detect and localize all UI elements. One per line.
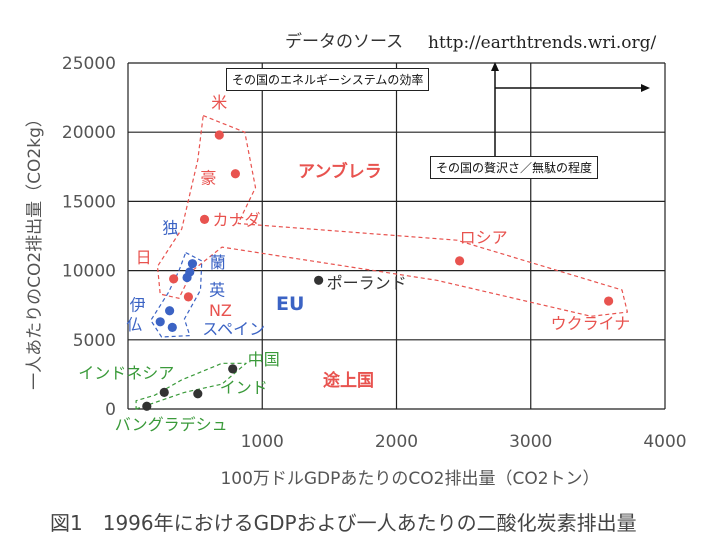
point-label: 仏 bbox=[126, 315, 142, 334]
y-tick-label: 15000 bbox=[62, 192, 116, 212]
data-point bbox=[169, 274, 179, 284]
point-label: インドネシア bbox=[78, 363, 174, 382]
point-label: 伊 bbox=[130, 296, 146, 315]
y-tick-label: 10000 bbox=[62, 262, 116, 282]
point-label: バングラデシュ bbox=[115, 415, 228, 434]
x-tick-label: 4000 bbox=[643, 432, 686, 452]
data-point bbox=[182, 272, 192, 283]
point-label: 中国 bbox=[248, 350, 280, 369]
data-point bbox=[314, 275, 324, 285]
point-label: 英 bbox=[209, 281, 225, 300]
point-label: インド bbox=[220, 378, 268, 397]
y-tick-label: 5000 bbox=[73, 331, 116, 351]
group-label-eu: EU bbox=[276, 293, 304, 315]
source-label: データのソース bbox=[285, 31, 403, 52]
data-point bbox=[604, 296, 614, 306]
group-label-umbrella: アンブレラ bbox=[298, 161, 382, 182]
point-label: ポーランド bbox=[327, 273, 407, 292]
y-axis-label: 一人あたりのCO2排出量（CO2kg） bbox=[25, 110, 45, 390]
y-tick-label: 25000 bbox=[62, 54, 116, 74]
data-point bbox=[167, 322, 177, 332]
annotation-luxury: その国の贅沢さ／無駄の程度 bbox=[430, 156, 599, 179]
data-point bbox=[142, 401, 152, 411]
point-label: ウクライナ bbox=[551, 314, 631, 333]
point-label: 米 bbox=[211, 93, 227, 112]
source-url: http://earthtrends.wri.org/ bbox=[428, 33, 657, 53]
annotation-efficiency: その国のエネルギーシステムの効率 bbox=[226, 68, 430, 91]
point-label: スペイン bbox=[202, 319, 265, 338]
data-point bbox=[199, 214, 210, 224]
annotation-arrows bbox=[491, 62, 650, 158]
data-point bbox=[454, 256, 465, 266]
x-tick-label: 2000 bbox=[375, 432, 418, 452]
data-point bbox=[193, 389, 203, 399]
x-axis-label: 100万ドルGDPあたりのCO2排出量（CO2トン） bbox=[220, 469, 599, 489]
point-label: ロシア bbox=[460, 228, 508, 247]
point-label: 蘭 bbox=[210, 253, 226, 272]
y-tick-label: 0 bbox=[105, 400, 116, 420]
point-label: 独 bbox=[162, 219, 178, 238]
point-label: 日 bbox=[136, 248, 152, 267]
data-point bbox=[187, 259, 198, 269]
figure-caption: 図1 1996年におけるGDPおよび一人あたりの二酸化炭素排出量 bbox=[50, 511, 637, 535]
data-point bbox=[155, 317, 165, 327]
tick-labels: 0 5000 10000 15000 20000 25000 1000 2000 3000 400… bbox=[62, 54, 687, 452]
data-point bbox=[214, 130, 224, 140]
point-label: NZ bbox=[209, 301, 232, 320]
data-point bbox=[228, 364, 238, 374]
x-tick-label: 3000 bbox=[509, 432, 552, 452]
point-label: カナダ bbox=[213, 210, 261, 229]
data-point bbox=[159, 387, 169, 397]
data-points bbox=[142, 130, 614, 411]
y-tick-label: 20000 bbox=[62, 123, 116, 143]
data-point bbox=[165, 306, 175, 316]
point-label: 豪 bbox=[200, 169, 216, 188]
x-tick-label: 1000 bbox=[241, 432, 284, 452]
group-label-developing: 途上国 bbox=[323, 370, 374, 391]
outline-umbrella bbox=[156, 115, 628, 317]
data-point bbox=[230, 169, 240, 179]
grid-lines bbox=[127, 62, 666, 410]
data-point bbox=[183, 292, 194, 302]
